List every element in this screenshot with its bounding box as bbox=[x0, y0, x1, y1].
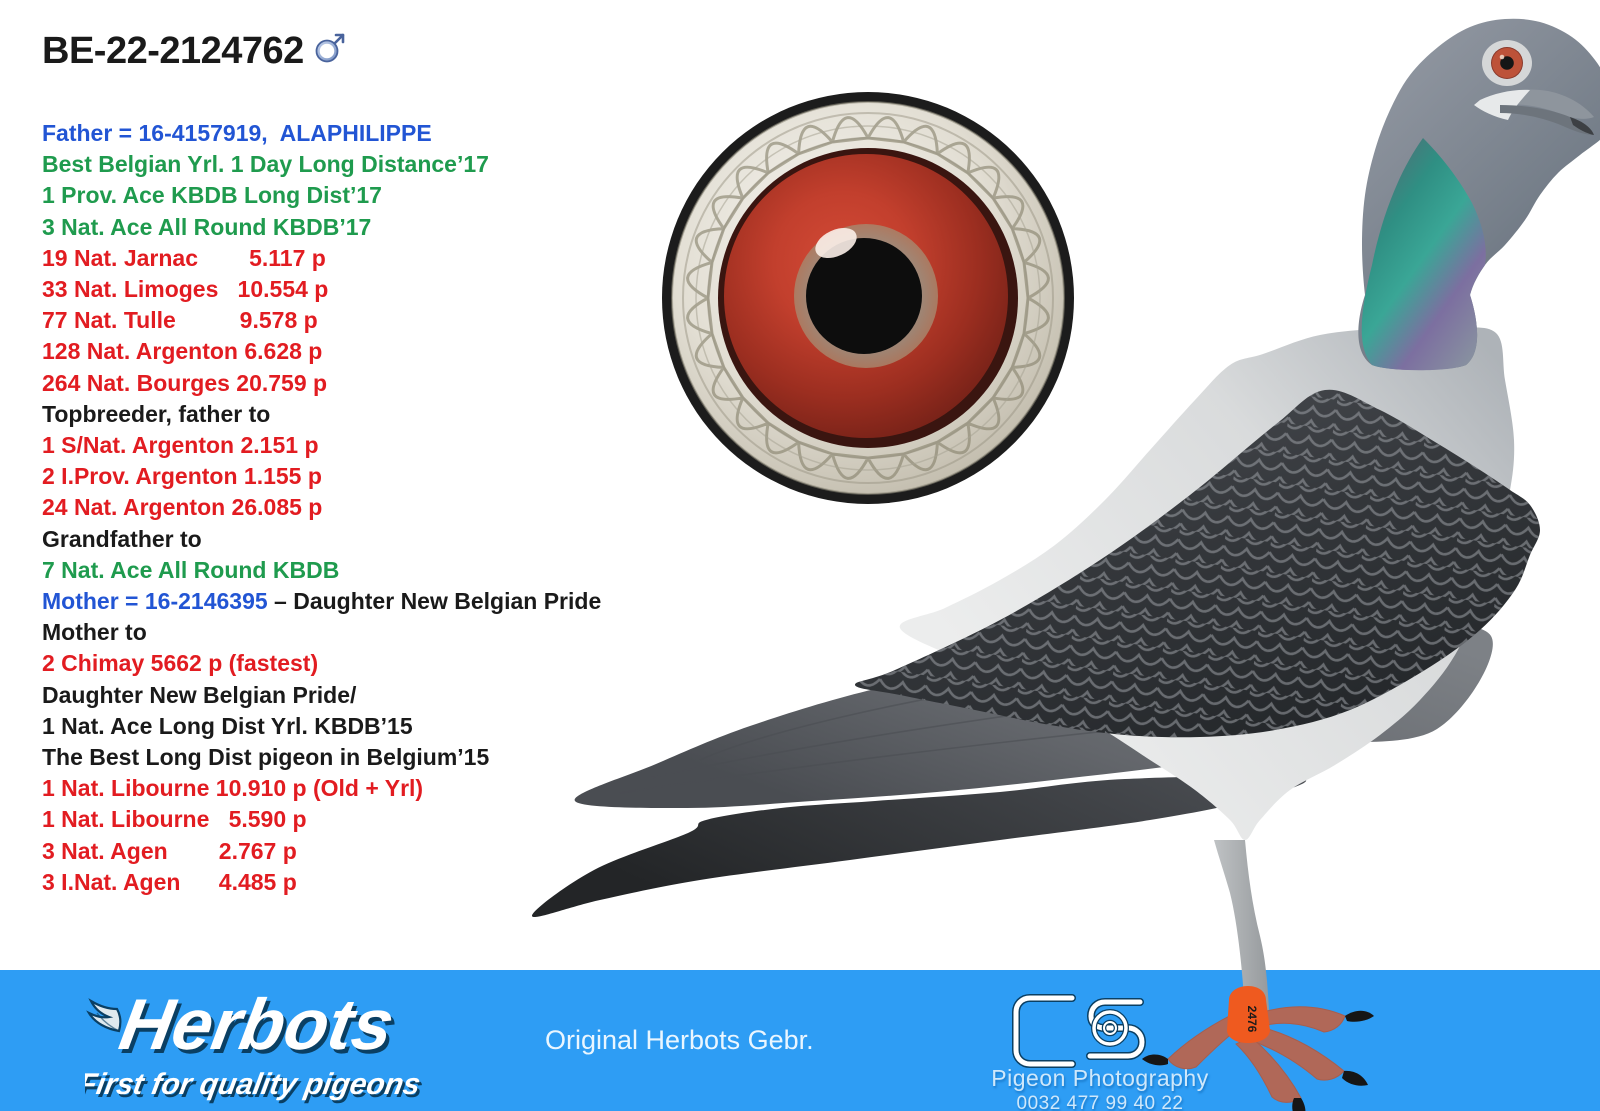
svg-text:2476: 2476 bbox=[1245, 1006, 1259, 1033]
